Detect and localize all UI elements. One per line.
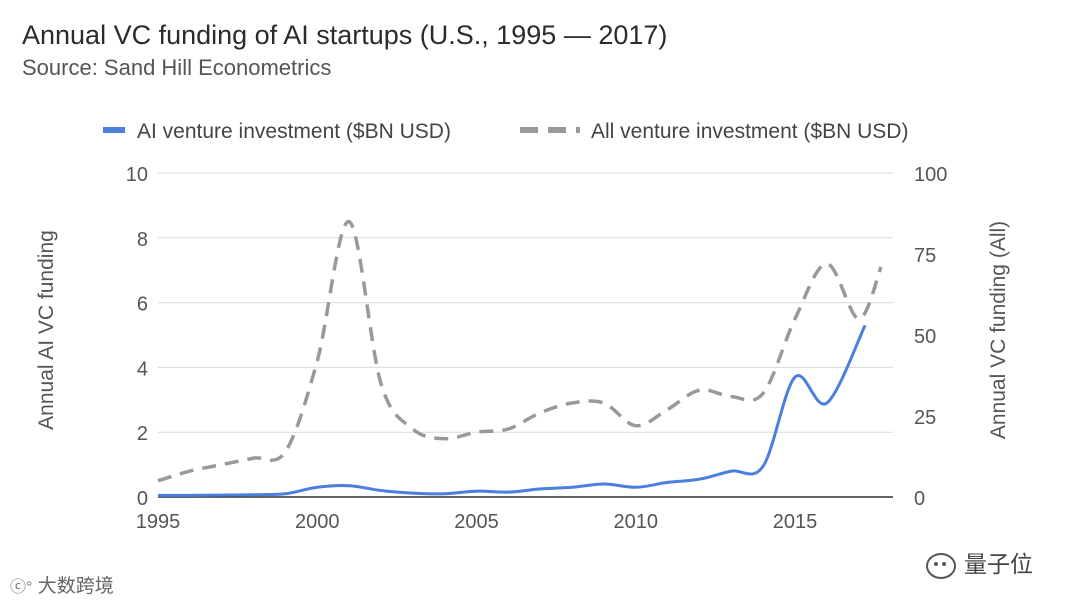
watermark-left-icon: ⓒ° bbox=[10, 579, 33, 596]
series-line-ai-venture bbox=[158, 324, 867, 497]
wechat-icon bbox=[926, 552, 956, 579]
y-tick-label-left: 4 bbox=[137, 358, 148, 380]
series-group bbox=[157, 219, 883, 497]
y-tick-label-left: 6 bbox=[137, 294, 148, 316]
y-tick-label-left: 8 bbox=[137, 229, 148, 251]
x-tick-label: 2000 bbox=[295, 511, 340, 533]
x-tick-label: 2015 bbox=[773, 511, 818, 533]
chart-title: Annual VC funding of AI startups (U.S., … bbox=[22, 20, 668, 50]
grid bbox=[158, 172, 893, 498]
x-tick-label: 2010 bbox=[614, 511, 659, 533]
y-tick-label-left: 10 bbox=[126, 164, 148, 186]
x-tick-label: 1995 bbox=[136, 511, 181, 533]
y-tick-label-right: 100 bbox=[914, 164, 947, 186]
y-axis-title-right: Annual VC funding (All) bbox=[987, 221, 1010, 439]
legend-label-ai: AI venture investment ($BN USD) bbox=[137, 120, 451, 143]
y-tick-label-right: 25 bbox=[914, 407, 936, 429]
watermark-right: 量子位 bbox=[926, 545, 1033, 579]
y-tick-label-right: 50 bbox=[914, 326, 936, 348]
watermark-right-text: 量子位 bbox=[964, 551, 1033, 577]
y-tick-label-right: 0 bbox=[914, 488, 925, 510]
watermark-left-text: 大数跨境 bbox=[37, 576, 114, 597]
y-tick-label-left: 0 bbox=[137, 488, 148, 510]
series-line-all-venture bbox=[157, 219, 883, 483]
watermark-left: ⓒ° 大数跨境 bbox=[10, 571, 114, 598]
legend-label-all: All venture investment ($BN USD) bbox=[591, 120, 908, 143]
y-tick-label-right: 75 bbox=[914, 245, 936, 267]
y-axis-title-left: Annual AI VC funding bbox=[35, 230, 58, 430]
x-tick-label: 2005 bbox=[454, 511, 499, 533]
chart-subtitle: Source: Sand Hill Econometrics bbox=[22, 55, 332, 80]
legend: AI venture investment ($BN USD) All ventu… bbox=[103, 120, 908, 143]
y-tick-label-left: 2 bbox=[137, 423, 148, 445]
